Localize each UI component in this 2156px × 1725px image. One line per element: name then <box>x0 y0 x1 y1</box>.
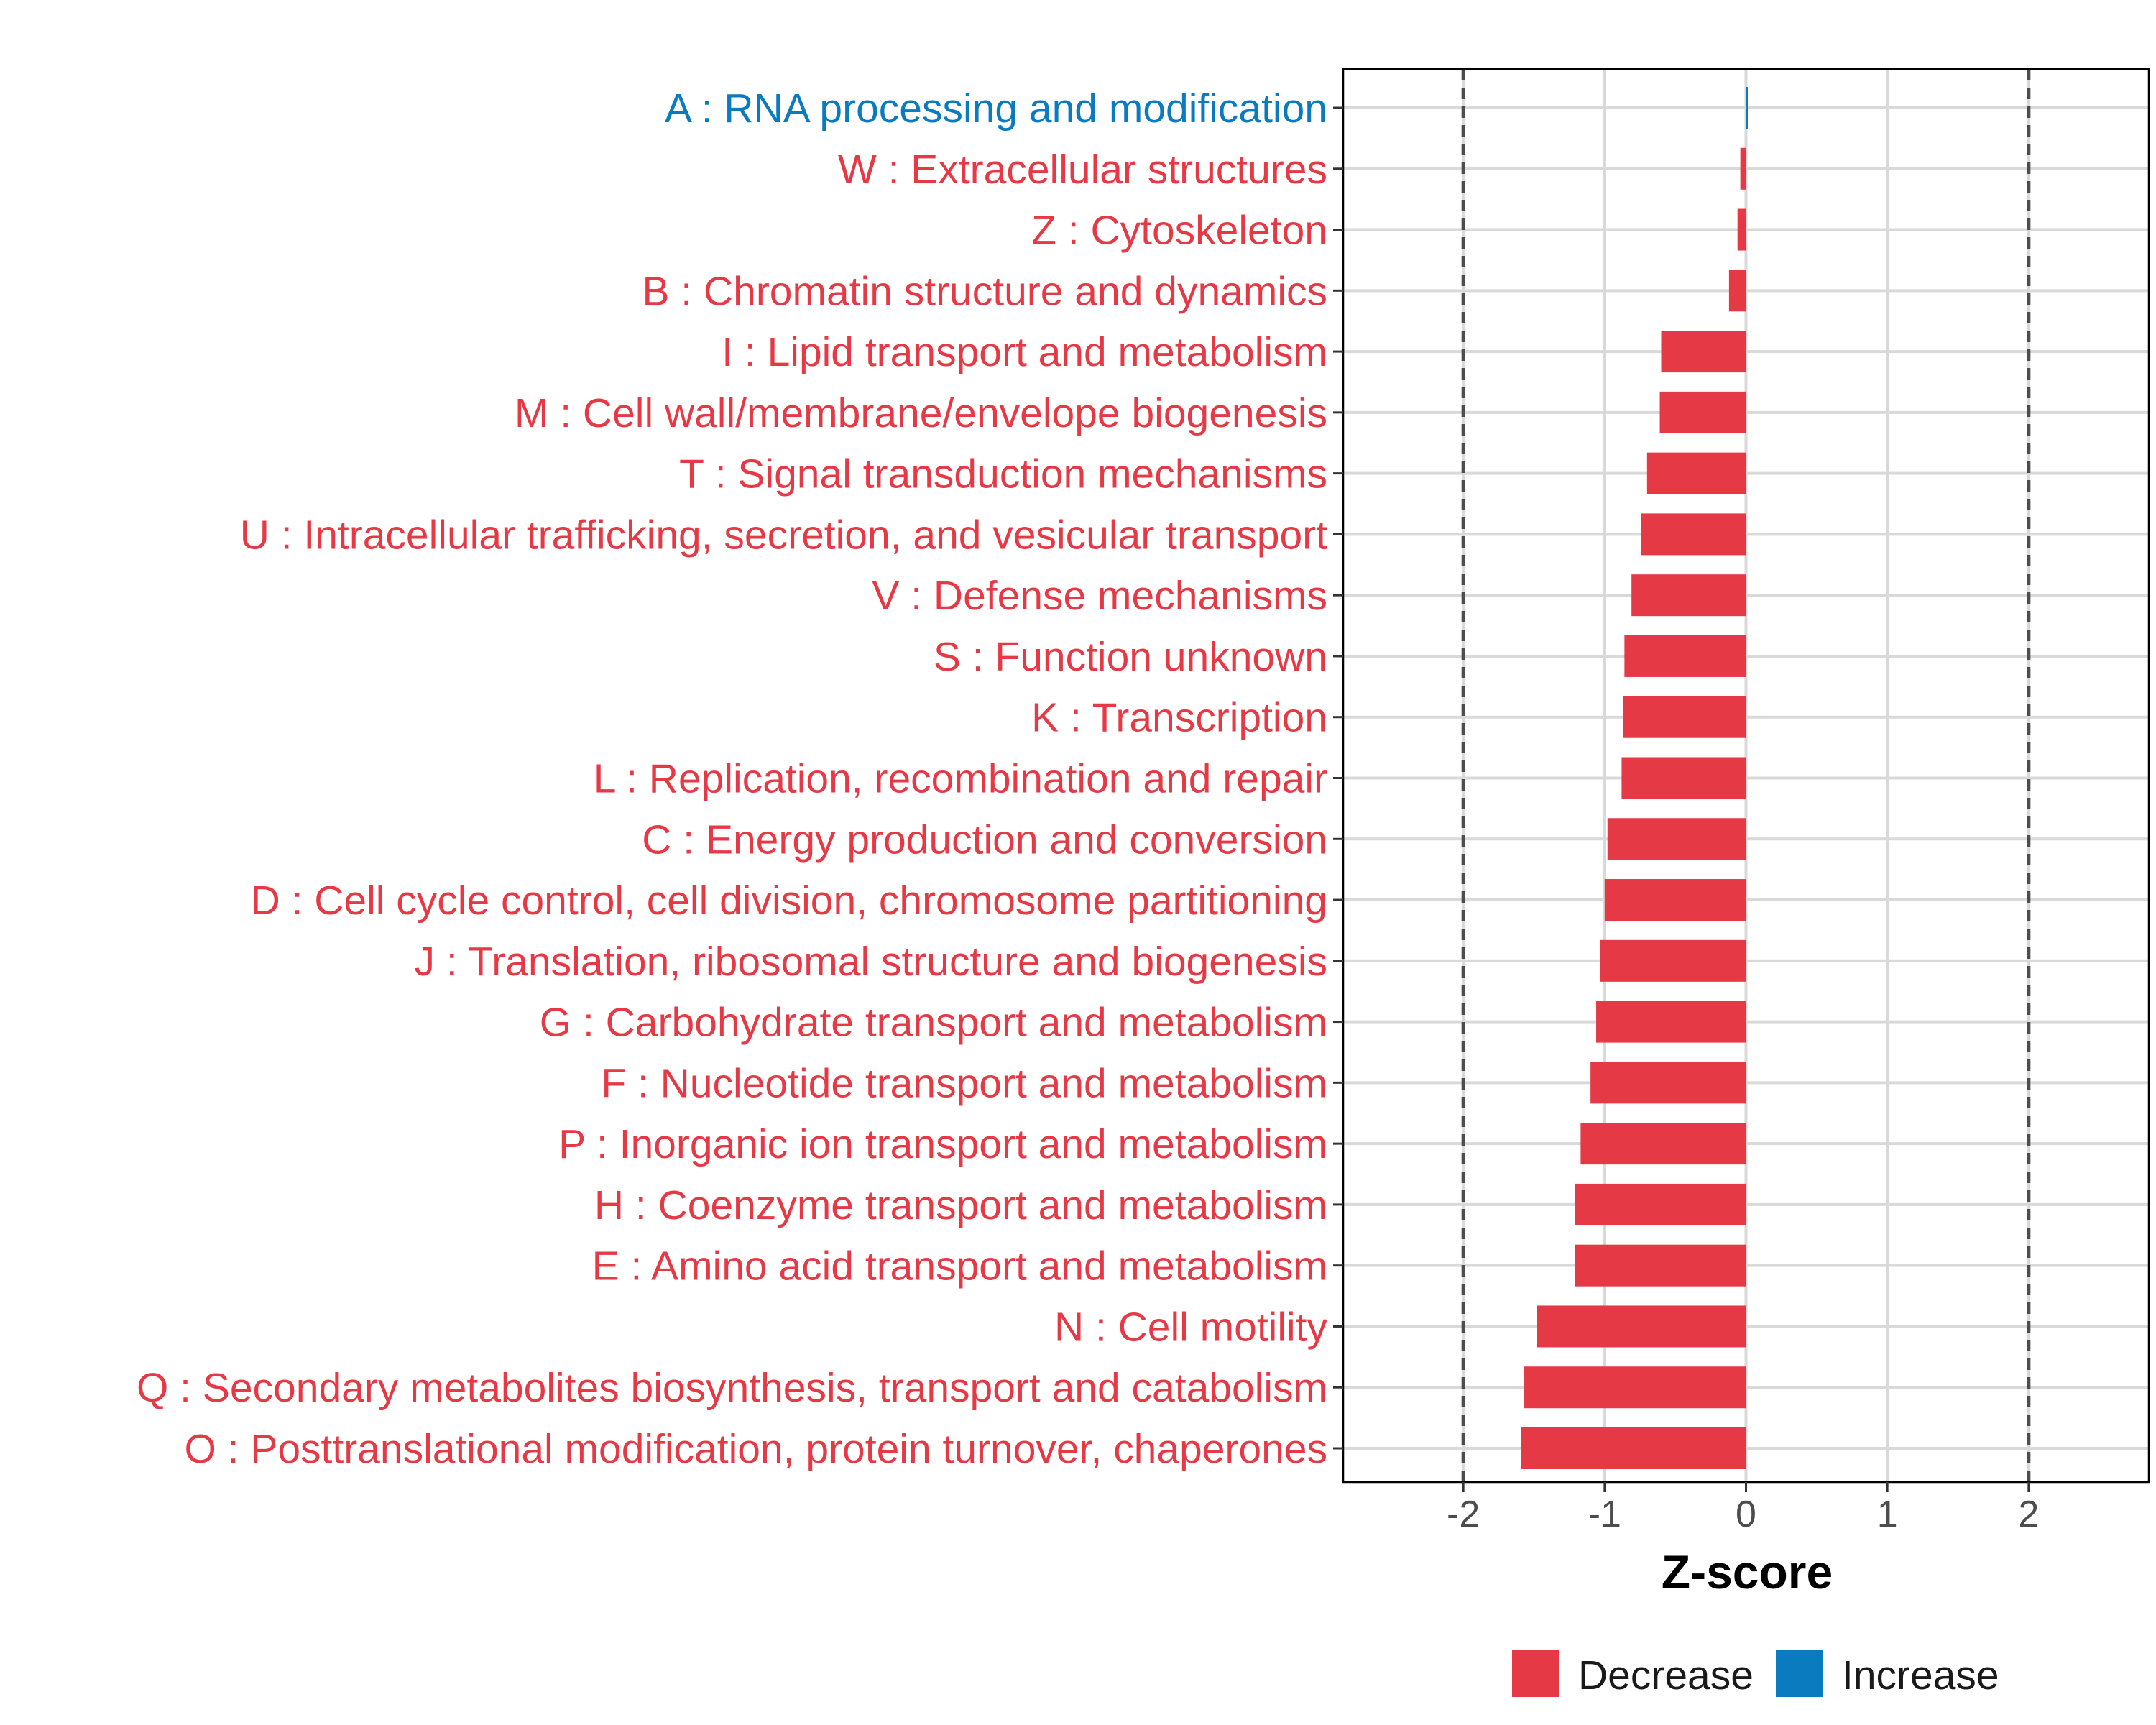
bar <box>1646 452 1746 494</box>
bar <box>1661 331 1746 373</box>
category-label: D : Cell cycle control, cell division, c… <box>251 878 1327 924</box>
category-label: B : Chromatin structure and dynamics <box>642 268 1327 314</box>
category-label: G : Carbohydrate transport and metabolis… <box>540 1000 1327 1046</box>
x-tick-label: -2 <box>1447 1494 1480 1535</box>
bar <box>1746 87 1748 129</box>
bar <box>1580 1123 1746 1165</box>
category-label: U : Intracellular trafficking, secretion… <box>240 512 1327 558</box>
bar <box>1737 208 1746 251</box>
bar <box>1631 574 1746 617</box>
reference-lines <box>1461 69 2031 1482</box>
bar <box>1604 879 1746 921</box>
legend-label-decrease: Decrease <box>1578 1652 1754 1698</box>
category-label: P : Inorganic ion transport and metaboli… <box>558 1121 1327 1167</box>
category-label: S : Function unknown <box>934 634 1327 680</box>
x-tick-label: 1 <box>1877 1494 1898 1535</box>
x-axis-ticks: -2 -1 0 1 2 <box>1447 1482 2039 1535</box>
bar <box>1600 939 1746 982</box>
x-tick-label: 0 <box>1736 1494 1756 1535</box>
bar <box>1641 513 1746 556</box>
category-label: A : RNA processing and modification <box>665 86 1327 132</box>
legend-swatch-decrease <box>1512 1650 1559 1697</box>
category-labels: A : RNA processing and modification W : E… <box>137 86 1343 1472</box>
legend: Decrease Increase <box>1512 1650 1999 1698</box>
bar <box>1575 1244 1746 1287</box>
bar <box>1575 1183 1746 1225</box>
legend-label-increase: Increase <box>1842 1652 1999 1698</box>
bar <box>1621 757 1746 799</box>
bar <box>1740 147 1746 190</box>
bar <box>1524 1366 1746 1409</box>
x-tick-label: -1 <box>1588 1494 1621 1535</box>
category-label: W : Extracellular structures <box>838 147 1327 193</box>
bar <box>1623 696 1746 738</box>
x-axis-title: Z-score <box>1662 1545 1833 1598</box>
bars <box>1521 87 1748 1469</box>
category-label: E : Amino acid transport and metabolism <box>592 1243 1327 1289</box>
bar <box>1521 1427 1746 1469</box>
category-label: T : Signal transduction mechanisms <box>679 451 1327 497</box>
category-label: N : Cell motility <box>1054 1304 1328 1350</box>
category-label: I : Lipid transport and metabolism <box>722 329 1327 375</box>
bar <box>1659 391 1746 433</box>
bar <box>1728 270 1746 312</box>
bar <box>1537 1305 1746 1348</box>
category-label: F : Nucleotide transport and metabolism <box>601 1060 1327 1106</box>
category-label: J : Translation, ribosomal structure and… <box>415 939 1327 985</box>
category-label: L : Replication, recombination and repai… <box>594 756 1327 802</box>
bar <box>1624 635 1746 677</box>
category-label: K : Transcription <box>1031 695 1327 741</box>
category-label: H : Coenzyme transport and metabolism <box>594 1182 1327 1228</box>
category-label: C : Energy production and conversion <box>642 816 1327 862</box>
bar <box>1607 818 1746 860</box>
category-label: M : Cell wall/membrane/envelope biogenes… <box>515 390 1327 436</box>
bar <box>1590 1062 1746 1104</box>
category-label: O : Posttranslational modification, prot… <box>184 1426 1327 1472</box>
x-tick-label: 2 <box>2018 1494 2039 1535</box>
category-label: V : Defense mechanisms <box>872 573 1327 619</box>
category-label: Z : Cytoskeleton <box>1031 208 1327 254</box>
category-label: Q : Secondary metabolites biosynthesis, … <box>137 1365 1327 1411</box>
bar <box>1596 1000 1746 1043</box>
legend-swatch-increase <box>1776 1650 1823 1697</box>
